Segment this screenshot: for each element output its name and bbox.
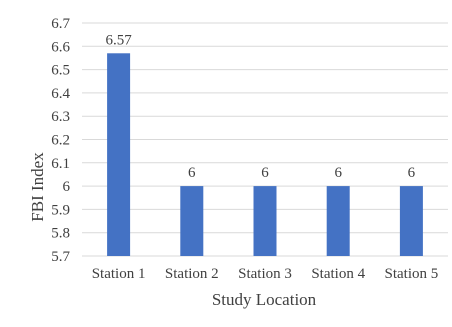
x-axis-title: Study Location [212,290,317,309]
y-tick-label: 6.1 [51,156,70,172]
x-tick-label: Station 5 [385,266,439,282]
x-tick-label: Station 1 [92,266,146,282]
bar-4 [326,186,350,256]
x-tick-label: Station 4 [311,266,365,282]
data-label: 6 [188,165,196,181]
bar-3 [253,186,277,256]
bars [107,53,423,256]
data-label: 6 [408,165,416,181]
y-tick-label: 6.4 [51,86,70,102]
data-label: 6 [261,165,269,181]
bar-5 [399,186,423,256]
x-tick-label: Station 3 [238,266,292,282]
x-tick-label: Station 2 [165,266,219,282]
bar-1 [107,53,131,256]
y-tick-label: 5.8 [51,226,70,242]
y-tick-label: 6 [63,179,71,195]
y-tick-labels: 5.7 5.8 5.9 6 6.1 6.2 6.3 6.4 6.5 6.6 6.7 [51,16,70,265]
x-tick-labels: Station 1 Station 2 Station 3 Station 4 Stat… [92,266,439,282]
data-label: 6 [334,165,342,181]
data-label: 6.57 [105,32,132,48]
y-axis-title: FBI Index [28,152,47,222]
y-tick-label: 6.5 [51,63,70,79]
y-tick-label: 5.7 [51,249,70,265]
y-tick-label: 6.6 [51,39,70,55]
y-tick-label: 6.3 [51,109,70,125]
y-tick-label: 6.7 [51,16,70,32]
y-tick-label: 6.2 [51,133,70,149]
bar-2 [180,186,204,256]
data-labels: 6.57 6 6 6 6 [105,32,415,181]
y-tick-label: 5.9 [51,202,70,218]
gridlines [82,22,448,257]
